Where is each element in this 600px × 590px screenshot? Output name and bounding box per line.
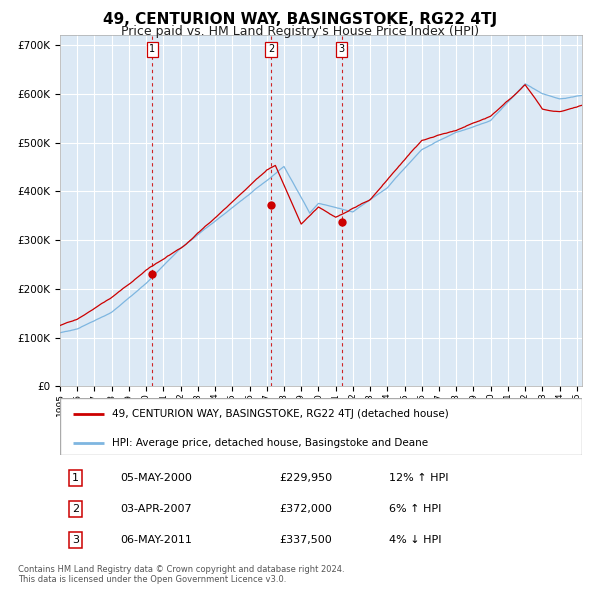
Text: 12% ↑ HPI: 12% ↑ HPI bbox=[389, 473, 448, 483]
Text: 2: 2 bbox=[72, 504, 79, 514]
Text: 03-APR-2007: 03-APR-2007 bbox=[120, 504, 191, 514]
Text: £372,000: £372,000 bbox=[279, 504, 332, 514]
Text: Contains HM Land Registry data © Crown copyright and database right 2024.: Contains HM Land Registry data © Crown c… bbox=[18, 565, 344, 574]
Text: 3: 3 bbox=[338, 44, 345, 54]
Text: 2: 2 bbox=[268, 44, 274, 54]
Text: 1: 1 bbox=[72, 473, 79, 483]
Text: £229,950: £229,950 bbox=[279, 473, 332, 483]
Text: This data is licensed under the Open Government Licence v3.0.: This data is licensed under the Open Gov… bbox=[18, 575, 286, 584]
Text: 3: 3 bbox=[72, 535, 79, 545]
FancyBboxPatch shape bbox=[60, 398, 582, 455]
Text: 05-MAY-2000: 05-MAY-2000 bbox=[120, 473, 192, 483]
Text: 06-MAY-2011: 06-MAY-2011 bbox=[120, 535, 192, 545]
Text: HPI: Average price, detached house, Basingstoke and Deane: HPI: Average price, detached house, Basi… bbox=[112, 438, 428, 448]
Text: 49, CENTURION WAY, BASINGSTOKE, RG22 4TJ (detached house): 49, CENTURION WAY, BASINGSTOKE, RG22 4TJ… bbox=[112, 409, 449, 419]
Text: 6% ↑ HPI: 6% ↑ HPI bbox=[389, 504, 441, 514]
Text: 1: 1 bbox=[149, 44, 155, 54]
Text: £337,500: £337,500 bbox=[279, 535, 332, 545]
Text: Price paid vs. HM Land Registry's House Price Index (HPI): Price paid vs. HM Land Registry's House … bbox=[121, 25, 479, 38]
Text: 49, CENTURION WAY, BASINGSTOKE, RG22 4TJ: 49, CENTURION WAY, BASINGSTOKE, RG22 4TJ bbox=[103, 12, 497, 27]
Text: 4% ↓ HPI: 4% ↓ HPI bbox=[389, 535, 442, 545]
